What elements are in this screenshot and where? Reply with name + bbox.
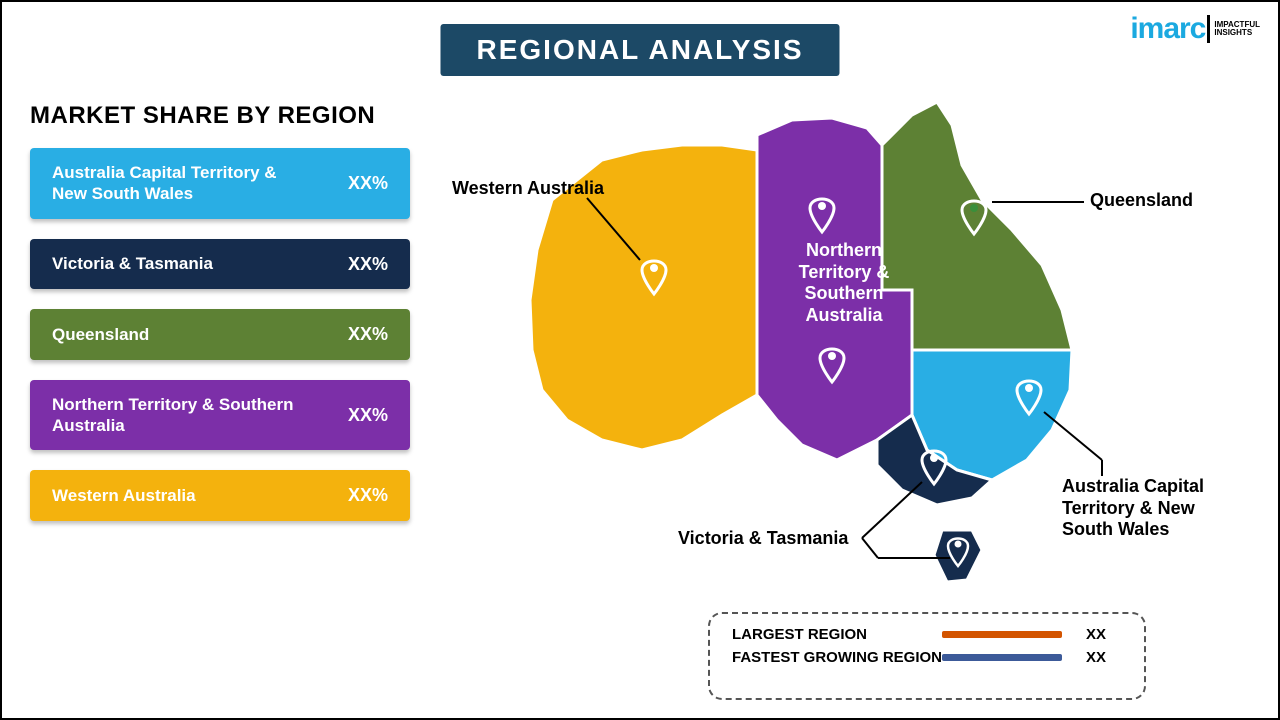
region-value: XX% (348, 323, 388, 346)
australia-map: Western Australia Northern Territory & S… (482, 90, 1222, 610)
market-share-heading: MARKET SHARE BY REGION (30, 102, 410, 130)
legend-value: XX (1086, 649, 1106, 666)
region-value: XX% (348, 484, 388, 507)
region-label: Northern Territory & Southern Australia (52, 394, 312, 437)
logo-tagline: IMPACTFULINSIGHTS (1214, 21, 1260, 38)
leader-line (862, 482, 922, 538)
infographic-frame: REGIONAL ANALYSIS imarc IMPACTFULINSIGHT… (0, 0, 1280, 720)
map-label-vic: Victoria & Tasmania (678, 528, 848, 550)
legend-bar (942, 631, 1062, 638)
title-banner: REGIONAL ANALYSIS (440, 24, 839, 76)
region-value: XX% (348, 172, 388, 195)
legend-label: LARGEST REGION (732, 626, 942, 643)
leader-line (1044, 412, 1102, 460)
map-label-wa: Western Australia (452, 178, 604, 200)
logo-text: imarc (1130, 12, 1205, 46)
region-row-vic: Victoria & Tasmania XX% (30, 239, 410, 290)
region-row-nt: Northern Territory & Southern Australia … (30, 380, 410, 451)
region-row-qld: Queensland XX% (30, 309, 410, 360)
logo-separator (1207, 15, 1210, 43)
region-label: Queensland (52, 324, 149, 345)
legend-largest: LARGEST REGION XX (732, 626, 1122, 643)
map-region-qld (882, 102, 1072, 350)
brand-logo: imarc IMPACTFULINSIGHTS (1130, 12, 1260, 46)
map-label-nsw: Australia Capital Territory & New South … (1062, 476, 1242, 541)
region-row-nsw: Australia Capital Territory & New South … (30, 148, 410, 219)
region-label: Western Australia (52, 485, 196, 506)
region-value: XX% (348, 404, 388, 427)
legend-fastest: FASTEST GROWING REGION XX (732, 649, 1122, 666)
region-label: Australia Capital Territory & New South … (52, 162, 312, 205)
region-label: Victoria & Tasmania (52, 253, 213, 274)
map-label-qld: Queensland (1090, 190, 1193, 212)
legend-bar (942, 654, 1062, 661)
legend-value: XX (1086, 626, 1106, 643)
legend-label: FASTEST GROWING REGION (732, 649, 942, 666)
region-value: XX% (348, 253, 388, 276)
leader-line (862, 538, 878, 558)
map-label-nt: Northern Territory & Southern Australia (784, 240, 904, 326)
market-share-panel: MARKET SHARE BY REGION Australia Capital… (30, 102, 410, 541)
legend-box: LARGEST REGION XX FASTEST GROWING REGION… (708, 612, 1146, 700)
region-row-wa: Western Australia XX% (30, 470, 410, 521)
